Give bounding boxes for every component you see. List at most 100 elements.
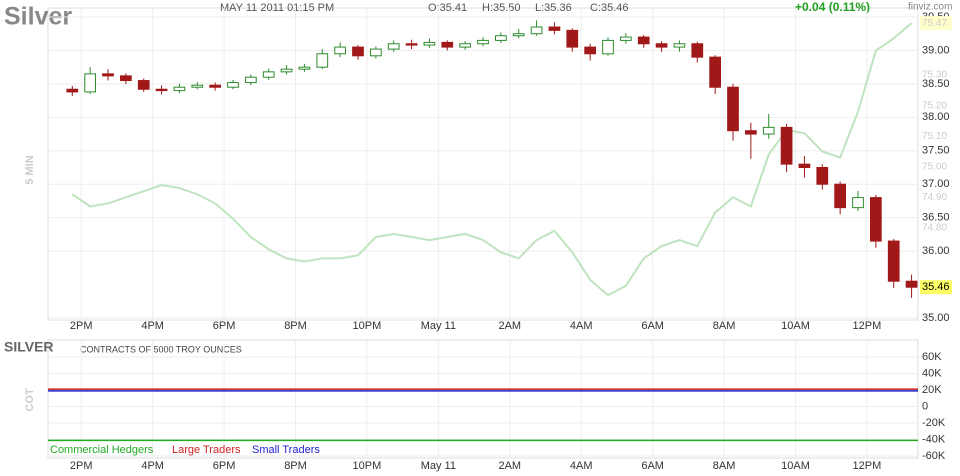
change: +0.04 (0.11%) bbox=[795, 0, 870, 14]
candle-body bbox=[745, 130, 757, 135]
candle-body bbox=[548, 26, 561, 31]
candle-body bbox=[459, 43, 471, 48]
source: finviz.com bbox=[908, 2, 952, 13]
candle-body bbox=[173, 86, 186, 92]
y-tick-label: 35.00 bbox=[922, 312, 950, 324]
x-tick-label: 6AM bbox=[641, 320, 664, 332]
candle-body bbox=[673, 43, 686, 48]
candle-body bbox=[316, 53, 329, 68]
y-tick-label: -20K bbox=[922, 417, 946, 429]
candle-body bbox=[298, 66, 311, 70]
y-tick-label: 20K bbox=[922, 384, 942, 396]
last-price-box bbox=[920, 280, 952, 295]
candle-body bbox=[370, 48, 382, 57]
candle-body bbox=[709, 56, 721, 88]
y2-tick-label: 75.10 bbox=[922, 131, 947, 142]
candle-body bbox=[602, 39, 614, 55]
candle-body bbox=[780, 126, 793, 165]
open: O:35.41 bbox=[428, 2, 467, 14]
x-tick-label: 10AM bbox=[781, 320, 810, 332]
candle-body bbox=[155, 88, 168, 92]
cot-subtitle: CONTRACTS OF 5000 TROY OUNCES bbox=[80, 344, 242, 354]
x-tick-label: 4PM bbox=[141, 460, 164, 472]
candle-body bbox=[834, 183, 846, 209]
y-tick-label: 38.00 bbox=[922, 111, 950, 123]
candle-body bbox=[405, 43, 418, 46]
candle-body bbox=[905, 280, 918, 288]
y-tick-label: 37.50 bbox=[922, 145, 950, 157]
candle-body bbox=[280, 68, 293, 73]
cot-title: SILVER bbox=[4, 339, 54, 355]
candle-body bbox=[691, 43, 704, 58]
x-tick-label: 6AM bbox=[641, 460, 664, 472]
cot-label: COT bbox=[24, 388, 36, 412]
candle-body bbox=[566, 29, 579, 48]
low: L:35.36 bbox=[535, 2, 572, 14]
candle-body bbox=[423, 41, 436, 46]
candle-body bbox=[477, 39, 489, 45]
x-tick-label: 8AM bbox=[713, 460, 736, 472]
x-tick-label: 2AM bbox=[498, 460, 521, 472]
y-tick-label: 37.00 bbox=[922, 178, 950, 190]
candle-body bbox=[870, 197, 882, 242]
last-overlay-box bbox=[920, 16, 952, 31]
candle-body bbox=[102, 73, 114, 77]
x-tick-label: 8PM bbox=[284, 320, 307, 332]
x-tick-label: 6PM bbox=[213, 460, 236, 472]
candle-body bbox=[655, 43, 668, 48]
candle-body bbox=[120, 75, 132, 82]
y-tick-label: 36.00 bbox=[922, 245, 950, 257]
candle-body bbox=[209, 84, 222, 88]
candle-body bbox=[637, 36, 650, 45]
candle-body bbox=[137, 80, 150, 90]
legend-entry: Commercial Hedgers bbox=[50, 444, 154, 456]
candle-body bbox=[441, 41, 454, 48]
candle-body bbox=[762, 126, 775, 135]
candle-body bbox=[620, 36, 632, 41]
last-overlay: 75.47 bbox=[922, 18, 947, 29]
candle-body bbox=[66, 88, 79, 93]
y-tick-label: -40K bbox=[922, 433, 946, 445]
candle-body bbox=[530, 26, 543, 35]
x-tick-label: 4PM bbox=[141, 320, 164, 332]
legend-entry: Large Traders bbox=[172, 444, 241, 456]
y2-tick-label: 74.90 bbox=[922, 192, 947, 203]
x-tick-label: 2PM bbox=[70, 320, 93, 332]
candle-body bbox=[334, 46, 346, 55]
x-tick-label: May 11 bbox=[421, 460, 456, 472]
x-tick-label: 10PM bbox=[353, 320, 382, 332]
datetime: MAY 11 2011 01:15 PM bbox=[220, 2, 334, 14]
candle-body bbox=[262, 71, 275, 78]
x-tick-label: May 11 bbox=[421, 320, 456, 332]
candle-body bbox=[387, 43, 400, 50]
y2-tick-label: 74.80 bbox=[922, 222, 947, 233]
timeframe: 5 MIN bbox=[24, 155, 36, 184]
x-tick-label: 8AM bbox=[713, 320, 736, 332]
x-tick-label: 12PM bbox=[853, 320, 882, 332]
candle-body bbox=[352, 46, 364, 57]
y-tick-label: 60K bbox=[922, 351, 942, 363]
x-tick-label: 10AM bbox=[781, 460, 810, 472]
candle-body bbox=[584, 46, 596, 55]
high: H:35.50 bbox=[482, 2, 521, 14]
legend-entry: Small Traders bbox=[252, 444, 320, 456]
x-tick-label: 2PM bbox=[70, 460, 93, 472]
candle-body bbox=[798, 163, 811, 168]
overlay-line bbox=[71, 22, 913, 297]
main-frame bbox=[47, 7, 919, 321]
x-tick-label: 6PM bbox=[213, 320, 236, 332]
last-price: 35.46 bbox=[922, 281, 950, 293]
candle-body bbox=[816, 167, 829, 185]
y-tick-label: 36.50 bbox=[922, 212, 950, 224]
y2-tick-label: 75.00 bbox=[922, 161, 947, 172]
y-tick-label: 39.00 bbox=[922, 44, 950, 56]
candle-body bbox=[84, 73, 96, 93]
candle-body bbox=[245, 76, 257, 84]
candle-body bbox=[227, 82, 239, 88]
candle-body bbox=[191, 84, 204, 88]
x-tick-label: 10PM bbox=[353, 460, 382, 472]
y-tick-label: 40K bbox=[922, 367, 942, 379]
y-tick-label: 38.50 bbox=[922, 78, 950, 90]
y2-tick-label: 75.20 bbox=[922, 100, 947, 111]
